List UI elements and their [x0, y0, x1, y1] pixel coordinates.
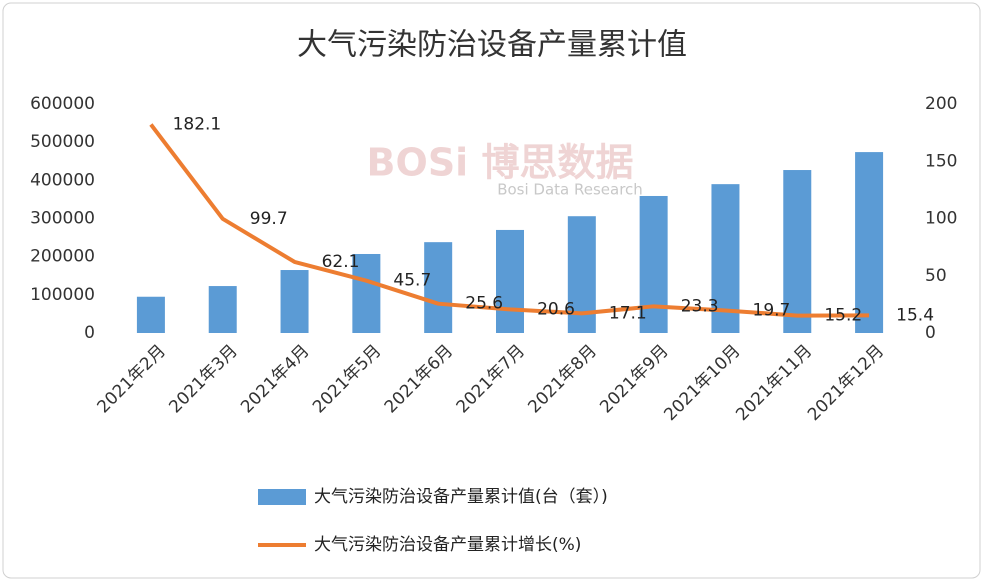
data-label: 45.7	[393, 271, 431, 291]
y-tick-label: 0	[84, 323, 95, 343]
watermark-sub: Bosi Data Research	[497, 181, 643, 199]
y2-tick-label: 50	[925, 266, 947, 286]
y2-tick-label: 200	[925, 94, 957, 114]
bar	[496, 229, 524, 333]
bar	[208, 286, 237, 333]
watermark: BOSi 博思数据	[367, 141, 634, 185]
bar	[639, 195, 668, 333]
y-tick-label: 500000	[30, 132, 95, 152]
y-tick-label: 100000	[30, 285, 95, 305]
legend-swatch	[258, 489, 306, 505]
bar	[783, 170, 812, 333]
y-tick-label: 400000	[30, 170, 95, 190]
data-label: 182.1	[173, 114, 222, 134]
legend-label: 大气污染防治设备产量累计增长(%)	[314, 535, 581, 555]
data-label: 20.6	[537, 299, 575, 319]
y2-tick-label: 150	[925, 151, 957, 171]
line	[149, 123, 870, 318]
data-label: 25.6	[465, 294, 503, 314]
bar	[352, 253, 381, 333]
data-label: 15.2	[824, 306, 862, 326]
y-tick-label: 600000	[30, 94, 95, 114]
data-label: 23.3	[681, 296, 719, 316]
bar	[280, 270, 309, 333]
legend-label: 大气污染防治设备产量累计值(台（套）)	[314, 487, 608, 507]
bar	[855, 152, 884, 333]
data-label: 62.1	[322, 252, 360, 272]
y2-tick-label: 100	[925, 209, 957, 229]
data-label: 17.1	[609, 303, 647, 323]
data-label: 99.7	[250, 209, 288, 229]
y-tick-label: 300000	[30, 209, 95, 229]
data-label: 19.7	[753, 300, 791, 320]
y-tick-label: 200000	[30, 247, 95, 267]
y2-tick-label: 0	[925, 323, 936, 343]
chart-border	[2, 2, 981, 579]
bar	[136, 296, 165, 333]
chart-title: 大气污染防治设备产量累计值	[297, 28, 687, 63]
bar	[424, 242, 453, 333]
data-label: 15.4	[896, 305, 934, 325]
